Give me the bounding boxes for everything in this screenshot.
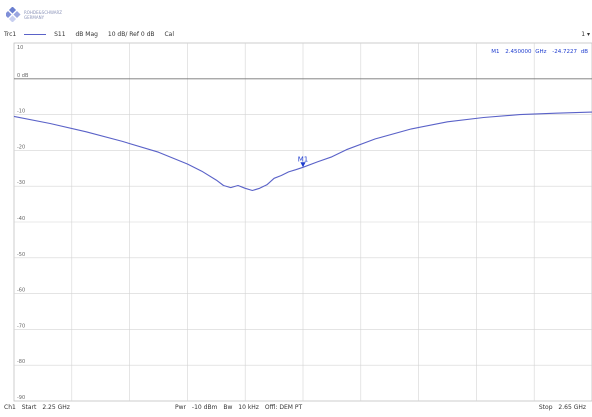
trace-s11-line xyxy=(13,111,592,192)
marker-readout-frequency: 2.450000 xyxy=(505,49,532,55)
power-value[interactable]: -10 dBm xyxy=(191,404,218,411)
y-tick-label: 0 dB xyxy=(17,73,29,79)
diamond-logo-icon xyxy=(6,7,21,22)
y-tick-label: -20 xyxy=(17,144,25,150)
trace-legend-line xyxy=(24,34,47,35)
trace-format[interactable]: dB Mag xyxy=(75,31,98,38)
y-tick-label: -30 xyxy=(17,180,25,186)
brand-name: ROHDE&SCHWARZ xyxy=(24,10,62,15)
marker-readout-value-unit: dB xyxy=(581,49,588,55)
y-tick-label: -80 xyxy=(17,359,25,365)
y-tick-label: -50 xyxy=(17,252,25,258)
stop-frequency[interactable]: 2.65 GHz xyxy=(558,404,586,411)
y-tick-label: -70 xyxy=(17,323,25,329)
start-label: Start xyxy=(21,404,37,411)
logo-diamond-3 xyxy=(8,15,17,22)
marker-readout-frequency-unit: GHz xyxy=(535,49,546,55)
brand-subtitle: GERMANY xyxy=(24,15,45,20)
y-tick-label: -40 xyxy=(17,216,25,222)
start-frequency[interactable]: 2.25 GHz xyxy=(42,404,70,411)
bandwidth-label: Bw xyxy=(223,404,233,411)
marker-m1-triangle[interactable] xyxy=(300,162,306,168)
bandwidth-value[interactable]: 10 kHz xyxy=(238,404,259,411)
marker-readout: M1 2.450000 GHz -24.7227 dB xyxy=(491,49,588,55)
stop-label: Stop xyxy=(538,404,553,411)
logo-diamond-2 xyxy=(13,10,21,19)
footer-start[interactable]: Ch1 Start 2.25 GHz xyxy=(4,404,74,411)
offset-status[interactable]: Offl: DEM PT xyxy=(264,404,303,411)
y-tick-label: -90 xyxy=(17,395,25,401)
logo-diamond-4 xyxy=(6,10,12,19)
power-label: Pwr xyxy=(175,404,186,411)
footer-stop[interactable]: Stop 2.65 GHz xyxy=(539,404,590,411)
y-tick-label: -10 xyxy=(17,109,25,115)
marker-m1-label[interactable]: M1 xyxy=(298,155,309,163)
channel-label[interactable]: Ch1 xyxy=(4,404,16,411)
logo-diamond-1 xyxy=(8,7,17,14)
trace-name[interactable]: Trc1 xyxy=(4,31,17,38)
marker-readout-name: M1 xyxy=(491,49,499,55)
brand-logo: ROHDE&SCHWARZ GERMANY xyxy=(6,7,126,23)
trace-header[interactable]: Trc1 S11 dB Mag 10 dB/ Ref 0 dB Cal xyxy=(4,31,174,38)
window-menu-indicator[interactable]: 1 ▾ xyxy=(581,31,590,38)
y-tick-label: -60 xyxy=(17,288,25,294)
trace-cal-status: Cal xyxy=(164,31,174,38)
footer-settings[interactable]: Pwr -10 dBm Bw 10 kHz Offl: DEM PT xyxy=(175,404,306,411)
trace-scale[interactable]: 10 dB/ Ref 0 dB xyxy=(107,31,155,38)
marker-readout-value: -24.7227 xyxy=(552,49,577,55)
trace-measurement[interactable]: S11 xyxy=(54,31,66,38)
y-tick-label: 10 xyxy=(17,45,23,51)
